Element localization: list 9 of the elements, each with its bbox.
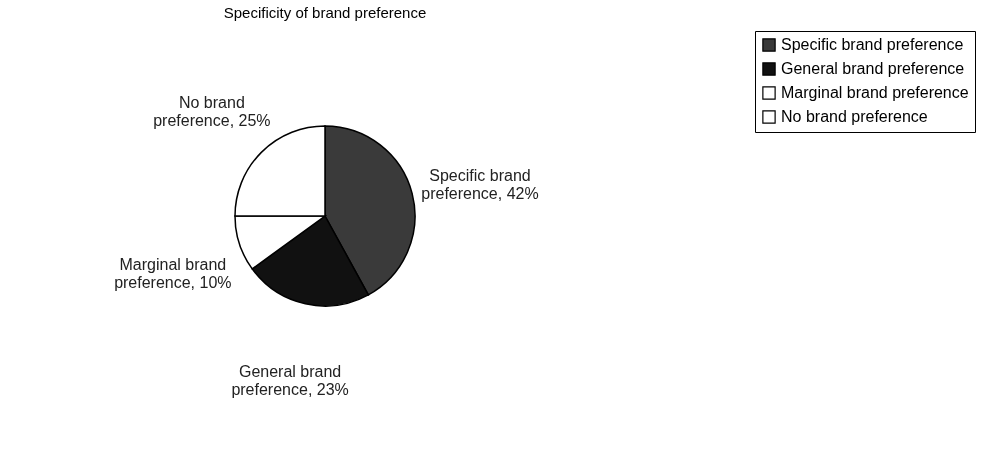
data-label: No brand preference, 25% [153, 93, 271, 129]
legend-label: No brand preference [781, 108, 928, 125]
legend-label: General brand preference [781, 60, 965, 77]
legend-label: Specific brand preference [781, 36, 964, 53]
data-label: Specific brand preference, 42% [421, 167, 539, 203]
chart-title: Specificity of brand preference [223, 3, 427, 21]
legend-label: Marginal brand preference [781, 84, 969, 101]
data-label: Marginal brand preference, 10% [114, 256, 232, 292]
data-label: General brand preference, 23% [231, 363, 349, 399]
